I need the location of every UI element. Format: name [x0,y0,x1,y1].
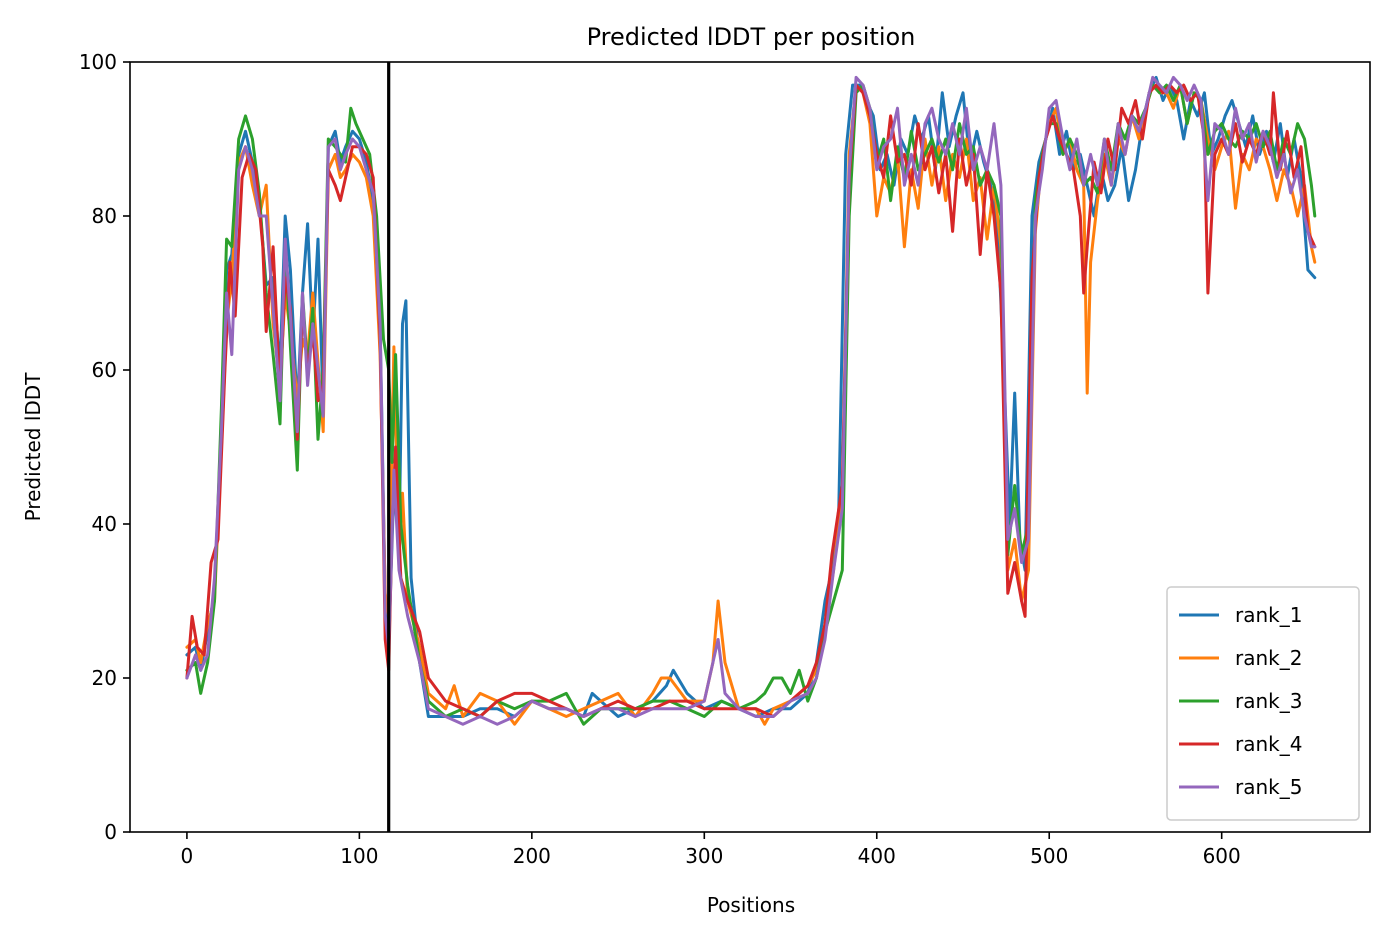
series-line-rank-1 [185,75,1317,718]
plot-frame [129,61,1371,833]
legend-label-rank-4: rank_4 [1235,732,1302,756]
y-tick-label: 40 [92,512,117,536]
y-tick-label: 0 [104,820,117,844]
x-tick-label: 400 [858,844,896,868]
x-tick-label: 500 [1030,844,1068,868]
x-tick-label: 0 [181,844,194,868]
legend-label-rank-1: rank_1 [1235,603,1302,627]
series-line-rank-2 [185,83,1317,726]
x-axis: 0 100 200 300 400 500 600 [181,832,1241,868]
y-tick-label: 80 [92,204,117,228]
y-axis-label: Predicted lDDT [21,372,45,522]
legend-label-rank-5: rank_5 [1235,775,1302,799]
legend-box [1166,586,1360,821]
x-tick-label: 200 [513,844,551,868]
x-tick-label: 600 [1203,844,1241,868]
x-axis-label: Positions [707,893,795,917]
legend-label-rank-3: rank_3 [1235,689,1302,713]
y-tick-label: 100 [79,50,117,74]
y-tick-label: 20 [92,666,117,690]
y-axis: 0 20 40 60 80 100 [79,50,130,844]
series-line-rank-4 [185,83,1317,718]
series-layer [185,75,1317,726]
chart-title: Predicted lDDT per position [587,23,916,51]
legend: rank_1 rank_2 rank_3 rank_4 rank_5 [1166,586,1360,821]
x-tick-label: 100 [340,844,378,868]
legend-label-rank-2: rank_2 [1235,646,1302,670]
series-line-rank-5 [185,75,1317,726]
y-tick-label: 60 [92,358,117,382]
series-line-rank-3 [185,83,1317,726]
x-tick-label: 300 [685,844,723,868]
